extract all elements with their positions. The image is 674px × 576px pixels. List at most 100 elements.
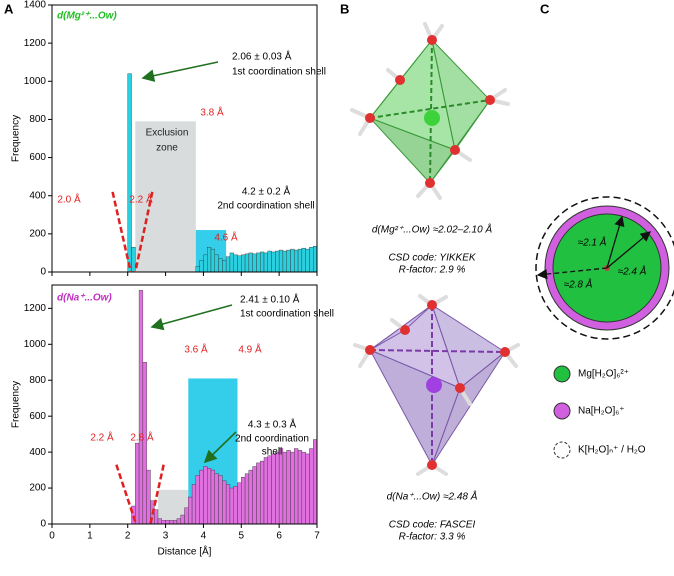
y-tick-label: 800: [29, 114, 46, 125]
y-tick-label: 200: [29, 228, 46, 239]
histogram-bar: [188, 496, 193, 525]
histogram-bar: [195, 475, 200, 525]
boundary-line: [115, 464, 138, 525]
panel-label: C: [540, 1, 550, 16]
y-tick-label: 200: [29, 483, 46, 494]
annotation: 4.9 Å: [238, 343, 262, 356]
radius-label: ≈2.1 Å: [578, 236, 607, 249]
histogram-bar: [225, 256, 231, 273]
y-tick-label: 0: [40, 267, 46, 278]
y-tick-label: 1200: [24, 38, 47, 49]
y-tick-label: 600: [29, 152, 46, 163]
histogram-bar: [271, 251, 276, 273]
annotation: 2nd coordination: [235, 434, 309, 445]
y-axis-label: Frequency: [11, 381, 22, 428]
histogram-bar: [301, 451, 306, 525]
csd-code: CSD code: FASCEI: [389, 520, 476, 531]
histogram-bar: [290, 248, 295, 273]
histogram-bar: [176, 518, 181, 525]
annotation: 2.41 ± 0.10 Å: [240, 293, 300, 306]
histogram-bar: [282, 451, 287, 525]
histogram-bar: [203, 466, 208, 525]
histogram-bar: [275, 451, 280, 525]
y-tick-label: 1000: [24, 339, 47, 350]
distance-text: d(Mg²⁺...Ow) ≈2.02–2.10 Å: [372, 223, 493, 236]
boundary-line: [111, 191, 132, 273]
histogram-bar: [241, 477, 246, 525]
histogram-bar: [263, 252, 268, 273]
histogram-bar: [218, 475, 223, 525]
annotation: 4.3 ± 0.3 Å: [248, 418, 297, 431]
histogram-bar: [214, 254, 219, 273]
histogram-bar: [135, 442, 140, 525]
histogram-bar: [165, 520, 170, 525]
y-axis-label: Frequency: [11, 115, 22, 162]
legend-swatch: [553, 402, 571, 420]
histogram-bar: [305, 248, 310, 273]
chart-title: d(Mg²⁺...Ow): [57, 11, 117, 22]
histogram-bar: [225, 484, 231, 525]
histogram-bar: [172, 520, 178, 525]
histogram-bar: [290, 451, 295, 525]
y-tick-label: 400: [29, 447, 46, 458]
histogram-bar: [237, 255, 242, 273]
annotation: 2.2 Å: [129, 193, 153, 206]
histogram-bar: [157, 518, 162, 525]
histogram-bar: [286, 249, 291, 273]
x-tick-label: 1: [87, 531, 93, 542]
x-axis-label: Distance [Å]: [158, 545, 212, 558]
histogram-bar: [252, 466, 257, 525]
histogram-bar: [244, 473, 250, 525]
histogram-bar: [256, 252, 261, 273]
histogram-bar: [210, 469, 215, 525]
annotation: 2.8 Å: [130, 431, 154, 444]
histogram-bar: [305, 453, 310, 525]
boundary-line: [149, 464, 165, 525]
y-tick-label: 600: [29, 411, 46, 422]
histogram-bar: [260, 251, 265, 273]
histogram-bar: [131, 247, 136, 273]
x-tick-label: 7: [314, 531, 320, 542]
plot-frame: [51, 284, 318, 525]
histogram-bar: [233, 254, 238, 273]
histogram-bar: [199, 469, 204, 525]
histogram-bar: [222, 480, 227, 525]
histogram-bar: [207, 468, 212, 525]
y-tick-label: 1400: [24, 0, 47, 11]
histogram-bar: [271, 453, 276, 525]
histogram-bar: [278, 249, 284, 273]
annotation: zone: [156, 143, 178, 154]
histogram-bar: [229, 487, 234, 525]
histogram-bar: [244, 253, 250, 273]
histogram-bar: [248, 469, 253, 525]
histogram-bar: [301, 247, 306, 273]
histogram-bar: [267, 250, 272, 273]
histogram-bar: [313, 439, 318, 525]
boundary-line: [134, 191, 154, 273]
histogram-bar: [180, 514, 185, 525]
histogram-bar: [248, 252, 253, 273]
panel-label: B: [340, 1, 349, 16]
y-tick-label: 800: [29, 375, 46, 386]
histogram-bar: [203, 254, 208, 273]
histogram-bar: [161, 520, 166, 525]
histogram-bar: [233, 486, 238, 525]
histogram-bar: [237, 482, 242, 525]
histogram-bar: [294, 448, 299, 525]
histogram-bar: [154, 509, 159, 525]
annotation: Exclusion: [146, 128, 189, 139]
histogram-bar: [256, 462, 261, 525]
histogram-bar: [146, 469, 151, 525]
x-tick-label: 0: [49, 531, 55, 542]
histogram-bar: [169, 520, 174, 525]
annotation: shell: [262, 447, 283, 458]
arrow: [150, 304, 233, 331]
histogram-bar: [297, 248, 303, 273]
x-tick-label: 6: [276, 531, 282, 542]
histogram-bar: [191, 484, 197, 525]
annotation: 2.0 Å: [57, 193, 81, 206]
annotation: 4.6 Å: [214, 231, 238, 244]
arrow: [141, 61, 219, 82]
legend-label: Mg[H₂O]₆²⁺: [578, 369, 629, 380]
